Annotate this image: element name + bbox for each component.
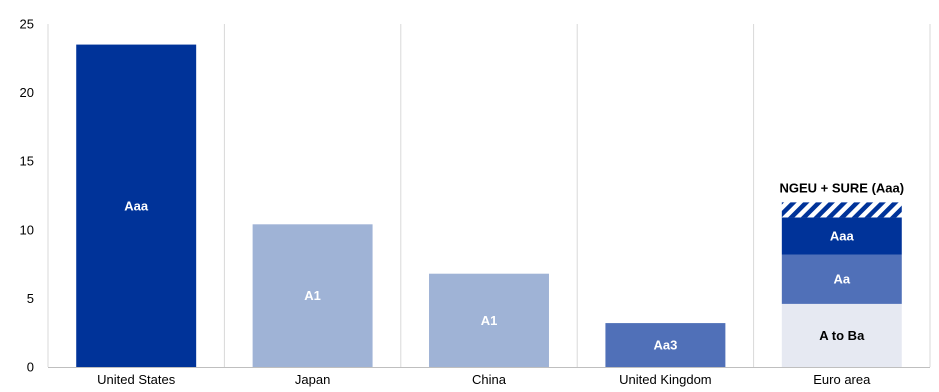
- x-category-label: Japan: [295, 372, 330, 387]
- y-tick-label: 15: [20, 154, 34, 169]
- bar-data-label: A1: [304, 288, 321, 303]
- x-category-label: United Kingdom: [619, 372, 712, 387]
- x-category-label: United States: [97, 372, 176, 387]
- bar-segment: [781, 254, 902, 304]
- bar-segment: [781, 202, 902, 218]
- bar-data-label: Aaa: [124, 198, 149, 213]
- bar-data-label: A to Ba: [819, 328, 865, 343]
- bar-segment: [429, 273, 549, 367]
- bar-segment: [781, 303, 902, 367]
- bar-segment: [252, 224, 373, 367]
- y-tick-label: 10: [20, 222, 34, 237]
- bar-data-label: Aaa: [830, 228, 855, 243]
- bars: [76, 44, 902, 367]
- y-tick-label: 25: [20, 17, 34, 32]
- y-tick-label: 5: [27, 291, 34, 306]
- bar-segment: [781, 217, 902, 255]
- bar-segment: [605, 323, 726, 367]
- bar-data-label: Aa3: [653, 338, 677, 353]
- bar-data-label: A1: [481, 313, 498, 328]
- x-category-label: Euro area: [813, 372, 871, 387]
- bar-segment: [76, 44, 197, 367]
- x-category-label: China: [472, 372, 507, 387]
- grid-lines: [47, 24, 931, 368]
- labels: Aaa United States A1 Japan A1 China Aa3 United …: [97, 180, 904, 387]
- y-axis: 0 5 10 15 20 25: [20, 17, 34, 375]
- bar-data-label: Aa: [833, 272, 850, 287]
- y-tick-label: 20: [20, 85, 34, 100]
- y-tick-label: 0: [27, 360, 34, 375]
- bar-annotation: NGEU + SURE (Aaa): [779, 180, 904, 195]
